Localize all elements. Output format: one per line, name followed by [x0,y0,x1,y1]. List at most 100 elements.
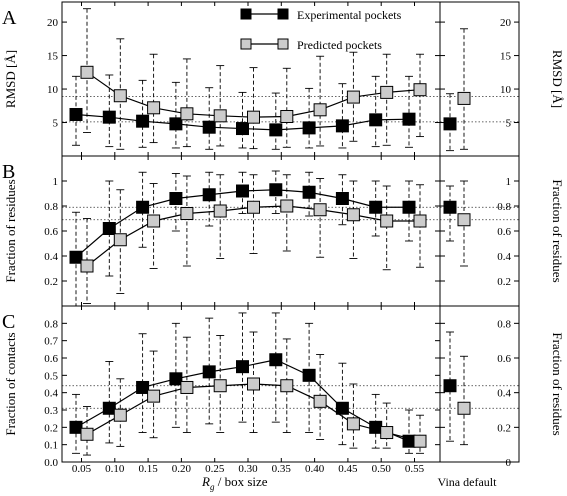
point-C-s1-10 [413,434,427,448]
point-A-s0-6 [269,123,283,137]
point-B-s0-5 [236,184,249,198]
ytick-label-left-C-6: 0.6 [44,353,58,365]
xtick-label-1: 0.10 [105,463,125,475]
legend-marker-predicted-2 [277,38,289,50]
point-A-s0-5 [236,122,249,136]
axes-frames [61,1,520,463]
point-C-s1-4 [213,379,227,393]
point-C-s0-1 [102,401,116,415]
legend-marker-predicted [240,38,252,50]
ytick-label-left-A-3: 20 [47,17,59,29]
vina-point-A-predicted [457,91,471,105]
ytick-label-right-B-2: 0.6 [497,226,511,238]
point-C-s0-5 [236,360,249,374]
xtick-label-3: 0.20 [172,463,192,475]
point-C-s0-7 [302,368,316,382]
vina-point-B-experimental [443,200,457,214]
point-A-s0-0 [69,107,83,121]
point-B-s0-4 [202,188,216,202]
ytick-label-right-C-0: 0 [506,457,512,469]
ytick-label-left-C-5: 0.5 [44,370,58,382]
point-B-s1-2 [147,214,161,228]
ytick-label-left-C-7: 0.7 [44,336,58,348]
panel-letter-A: A [2,7,17,29]
xtick-label-8: 0.45 [338,463,358,475]
point-C-s1-8 [346,417,360,431]
ytick-label-right-B-0: 0.2 [497,276,511,288]
point-A-s1-10 [413,83,427,97]
ytick-label-left-C-0: 0.0 [44,457,58,469]
ytick-label-left-A-1: 10 [47,84,59,96]
vina-default-label: Vina default [438,475,498,489]
ytick-label-right-A-2: 15 [500,51,512,63]
vina-point-A-experimental [443,117,457,131]
xtick-label-0: 0.05 [72,463,92,475]
point-B-s0-2 [136,200,150,214]
point-C-s0-4 [202,365,216,379]
x-axis-label: Rg / box size [201,474,268,492]
plot-frame-B [61,155,441,307]
ytick-label-left-B-0: 0.2 [44,276,58,288]
point-B-s1-1 [113,233,127,247]
ytick-label-left-C-4: 0.4 [44,388,58,400]
ytick-label-left-C-3: 0.3 [44,405,58,417]
point-A-s0-9 [369,113,383,127]
plot-frame-A [61,1,441,157]
point-B-s0-10 [402,200,416,214]
point-A-s0-2 [136,114,150,128]
point-C-s1-1 [113,408,127,422]
point-A-s1-7 [313,103,327,117]
point-C-s0-2 [136,380,150,394]
point-A-s1-8 [346,90,360,104]
ytick-label-right-C-3: 0.6 [497,353,511,365]
x-axis-label-rest: / box size [214,474,267,489]
xtick-label-5: 0.30 [238,463,258,475]
ytick-label-left-A-2: 15 [47,51,59,63]
point-B-s1-3 [180,207,194,220]
panel-letter-C: C [2,311,15,333]
ylabel-right-A: RMSD [Å] [550,50,565,108]
xtick-label-2: 0.15 [138,463,158,475]
point-B-s1-0 [80,259,94,273]
vina-frame-C [439,305,520,463]
point-A-s0-7 [302,121,316,135]
ytick-label-left-B-1: 0.4 [44,251,58,263]
point-A-s1-4 [213,109,227,123]
point-B-s1-7 [313,203,327,217]
point-A-s1-3 [180,107,194,121]
panel-letter-B: B [2,161,15,183]
ytick-label-left-B-4: 1 [53,176,59,188]
ytick-label-right-A-1: 10 [500,84,512,96]
legend: Experimental pockets Predicted pockets [240,8,402,52]
point-B-s1-6 [280,199,294,213]
ylabel-left-B: Fraction of residues [3,179,18,282]
x-axis-label-sub: g [210,482,215,492]
ylabel-left-A: RMSD [Å] [3,50,18,108]
ytick-label-left-A-0: 5 [53,118,59,130]
ylabel-left-C: Fraction of contacts [3,332,18,435]
xtick-label-6: 0.35 [272,463,292,475]
legend-marker-experimental-2 [277,8,289,20]
ytick-label-left-C-8: 0.8 [44,318,58,330]
point-A-s1-1 [113,89,127,103]
point-C-s0-3 [169,372,183,386]
point-B-s0-0 [69,250,83,264]
xtick-label-4: 0.25 [205,463,225,475]
ytick-label-right-C-1: 0.2 [497,422,511,434]
point-C-s1-6 [280,379,294,393]
ytick-label-right-B-1: 0.4 [497,251,511,263]
point-B-s1-5 [247,200,260,214]
ytick-label-left-B-2: 0.6 [44,226,58,238]
point-C-s1-5 [247,377,260,391]
point-C-s1-2 [147,389,161,403]
legend-label-experimental: Experimental pockets [297,8,402,22]
point-C-s0-9 [369,420,383,434]
ytick-label-right-A-0: 5 [506,118,512,130]
xtick-label-10: 0.55 [405,463,425,475]
ytick-label-right-B-3: 0.8 [497,201,511,213]
point-C-s0-6 [269,353,283,367]
ytick-label-right-B-4: 1 [506,176,512,188]
point-B-s0-7 [302,185,316,199]
